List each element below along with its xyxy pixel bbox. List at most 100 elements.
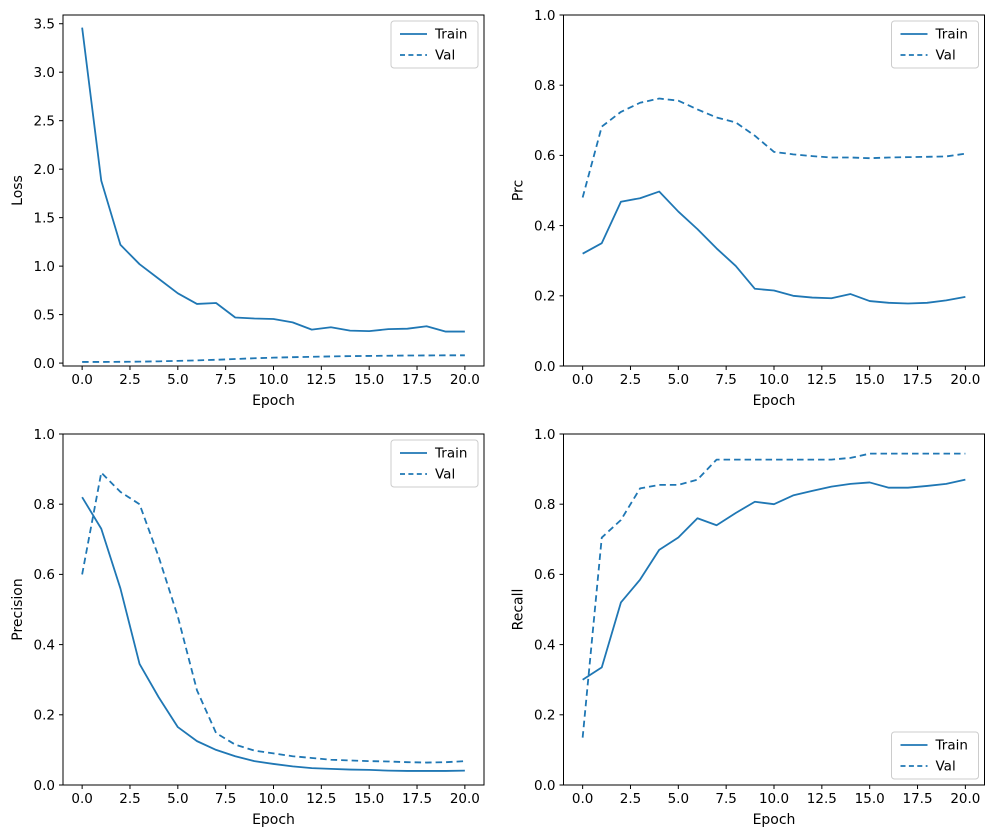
y-axis-ticks: 0.0 0.2 0.4 0.6 0.8 1.0 — [534, 427, 564, 794]
x-tick-label: 7.5 — [715, 791, 736, 807]
y-axis-label: Prc — [511, 180, 527, 201]
x-tick-label: 10.0 — [759, 372, 789, 388]
y-axis-ticks: 0.0 0.2 0.4 0.6 0.8 1.0 — [534, 8, 564, 375]
y-tick-label: 0.8 — [34, 497, 55, 513]
y-tick-label: 0.6 — [534, 148, 555, 164]
prc-chart: 0.0 2.5 5.0 7.5 10.0 12.5 15.0 17.5 20.00.00.20.… — [500, 0, 1001, 419]
legend-val-label: Val — [936, 48, 956, 64]
plot-box — [563, 433, 985, 786]
loss-panel: 0.0 2.5 5.0 7.5 10.0 12.5 15.0 17.5 20.0 0.0 0.5 1.… — [0, 0, 500, 419]
x-tick-label: 10.0 — [258, 791, 288, 807]
val-line — [81, 471, 465, 764]
x-tick-label: 5.0 — [167, 372, 188, 388]
y-tick-label: 0.4 — [534, 637, 555, 653]
recall-panel: 0.0 2.5 5.0 7.5 10.0 12.5 15.0 17.5 20.0 0.0 0.2 0.… — [500, 419, 1001, 838]
x-tick-label: 0.0 — [572, 372, 593, 388]
legend-train-label: Train — [935, 27, 968, 43]
x-tick-label: 0.0 — [71, 372, 92, 388]
y-tick-label: 0.5 — [34, 307, 55, 323]
y-axis-ticks: 0.0 0.2 0.4 0.6 0.8 1.0 — [34, 427, 63, 794]
x-tick-label: 5.0 — [668, 372, 689, 388]
legend-val-label: Val — [435, 48, 455, 64]
y-tick-label: 1.0 — [34, 259, 55, 275]
legend: Train Val — [891, 731, 979, 780]
y-tick-label: 0.0 — [34, 356, 55, 372]
x-tick-label: 12.5 — [306, 791, 336, 807]
legend-frame — [390, 20, 479, 69]
precision-panel: 0.0 2.5 5.0 7.5 10.0 12.5 15.0 17.5 20.0 0.0 0.2 0.… — [0, 419, 500, 838]
legend-train-label: Train — [434, 27, 467, 43]
val-line — [82, 354, 465, 363]
y-tick-label: 0.0 — [34, 778, 55, 794]
legend: Train Val — [390, 20, 479, 69]
panel-background — [0, 419, 500, 838]
train-line — [81, 27, 465, 333]
y-tick-label: 3.0 — [34, 65, 55, 81]
legend-frame — [891, 731, 979, 780]
x-axis-ticks: 0.0 2.5 5.0 7.5 10.0 12.5 15.0 17.5 20.0 — [71, 785, 480, 807]
x-tick-label: 2.5 — [620, 791, 641, 807]
x-axis-ticks: 0.0 2.5 5.0 7.5 10.0 12.5 15.0 17.5 20.0 — [572, 366, 980, 388]
x-tick-label: 15.0 — [855, 372, 885, 388]
y-tick-label: 1.5 — [34, 210, 55, 226]
x-tick-label: 7.5 — [215, 372, 236, 388]
x-tick-label: 15.0 — [354, 372, 384, 388]
y-tick-label: 0.2 — [34, 708, 55, 724]
y-tick-label: 0.8 — [534, 78, 555, 94]
x-tick-label: 7.5 — [715, 372, 736, 388]
x-tick-label: 10.0 — [759, 791, 789, 807]
x-axis-label: Epoch — [252, 812, 295, 828]
recall-chart: 0.0 2.5 5.0 7.5 10.0 12.5 15.0 17.5 20.00.00.20.… — [500, 419, 1001, 838]
train-line — [81, 496, 465, 772]
x-axis-ticks: 0.0 2.5 5.0 7.5 10.0 12.5 15.0 17.5 20.0 — [71, 366, 480, 388]
x-tick-label: 17.5 — [402, 791, 432, 807]
legend-frame — [390, 439, 479, 488]
y-tick-label: 1.0 — [534, 8, 555, 24]
y-tick-label: 2.5 — [34, 113, 55, 129]
x-tick-label: 15.0 — [855, 791, 885, 807]
y-axis-label: Recall — [511, 589, 527, 631]
x-axis-label: Epoch — [252, 393, 295, 409]
x-tick-label: 12.5 — [807, 791, 837, 807]
val-line — [581, 452, 966, 738]
y-tick-label: 0.6 — [534, 567, 555, 583]
y-tick-label: 1.0 — [534, 427, 555, 443]
x-tick-label: 0.0 — [572, 791, 593, 807]
x-tick-label: 2.5 — [119, 372, 140, 388]
x-tick-label: 15.0 — [354, 791, 384, 807]
x-axis-label: Epoch — [753, 393, 796, 409]
y-tick-label: 0.4 — [534, 218, 555, 234]
x-tick-label: 20.0 — [450, 372, 480, 388]
x-tick-label: 0.0 — [71, 791, 92, 807]
x-tick-label: 12.5 — [306, 372, 336, 388]
x-axis-label: Epoch — [753, 812, 796, 828]
x-tick-label: 20.0 — [950, 372, 980, 388]
y-tick-label: 2.0 — [34, 162, 55, 178]
y-tick-label: 0.0 — [534, 359, 555, 375]
panel-background — [500, 0, 1001, 419]
x-tick-label: 20.0 — [950, 791, 980, 807]
x-tick-label: 17.5 — [402, 372, 432, 388]
y-tick-label: 0.2 — [534, 289, 555, 305]
legend-val-label: Val — [936, 759, 956, 775]
x-axis-ticks: 0.0 2.5 5.0 7.5 10.0 12.5 15.0 17.5 20.0 — [572, 785, 980, 807]
x-tick-label: 5.0 — [668, 791, 689, 807]
x-tick-label: 2.5 — [620, 372, 641, 388]
train-line — [582, 190, 966, 305]
plot-box — [563, 14, 985, 367]
x-tick-label: 17.5 — [902, 372, 932, 388]
y-axis-label: Precision — [10, 578, 26, 640]
plot-box — [62, 433, 485, 786]
y-tick-label: 0.6 — [34, 567, 55, 583]
val-line — [581, 97, 966, 198]
legend-val-label: Val — [435, 467, 455, 483]
x-tick-label: 2.5 — [119, 791, 140, 807]
legend-frame — [891, 20, 979, 69]
legend-train-label: Train — [434, 446, 467, 462]
x-tick-label: 10.0 — [258, 372, 288, 388]
x-tick-label: 5.0 — [167, 791, 188, 807]
loss-chart: 0.0 2.5 5.0 7.5 10.0 12.5 15.0 17.5 20.0 0.0 0.5 1.… — [0, 0, 500, 419]
legend: Train Val — [891, 20, 979, 69]
prc-panel: 0.0 2.5 5.0 7.5 10.0 12.5 15.0 17.5 20.0 0.0 0.2 0.… — [500, 0, 1001, 419]
